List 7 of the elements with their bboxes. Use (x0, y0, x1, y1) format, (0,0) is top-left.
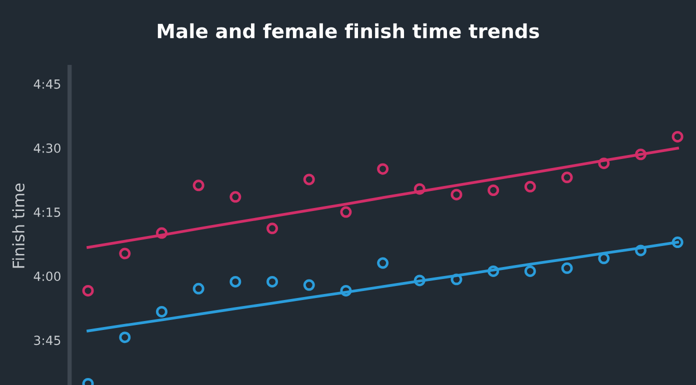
chart-title: Male and female finish time trends (158, 23, 539, 38)
y-tick-label: 4:00 (34, 272, 60, 282)
y-tick-label: 3:45 (34, 336, 60, 346)
y-tick-label: 4:45 (34, 80, 60, 89)
y-tick-label: 4:30 (34, 143, 60, 153)
y-axis-title: Finish time (12, 184, 25, 268)
y-tick-label: 4:15 (34, 208, 60, 217)
